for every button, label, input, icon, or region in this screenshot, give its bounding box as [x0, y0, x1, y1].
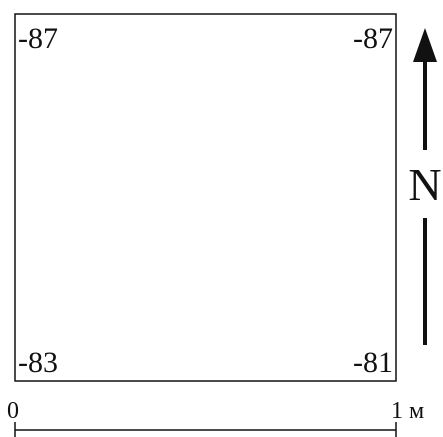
corner-label: -81 [353, 346, 393, 379]
plot-frame [14, 13, 397, 382]
scale-start-label: 0 [7, 398, 19, 424]
north-label: N [408, 159, 441, 210]
corner-label: -87 [18, 22, 58, 55]
scale-end-label: 1 м [391, 398, 424, 424]
corner-label: -87 [353, 22, 393, 55]
corner-label: -83 [18, 346, 58, 379]
north-arrowhead [413, 28, 437, 62]
